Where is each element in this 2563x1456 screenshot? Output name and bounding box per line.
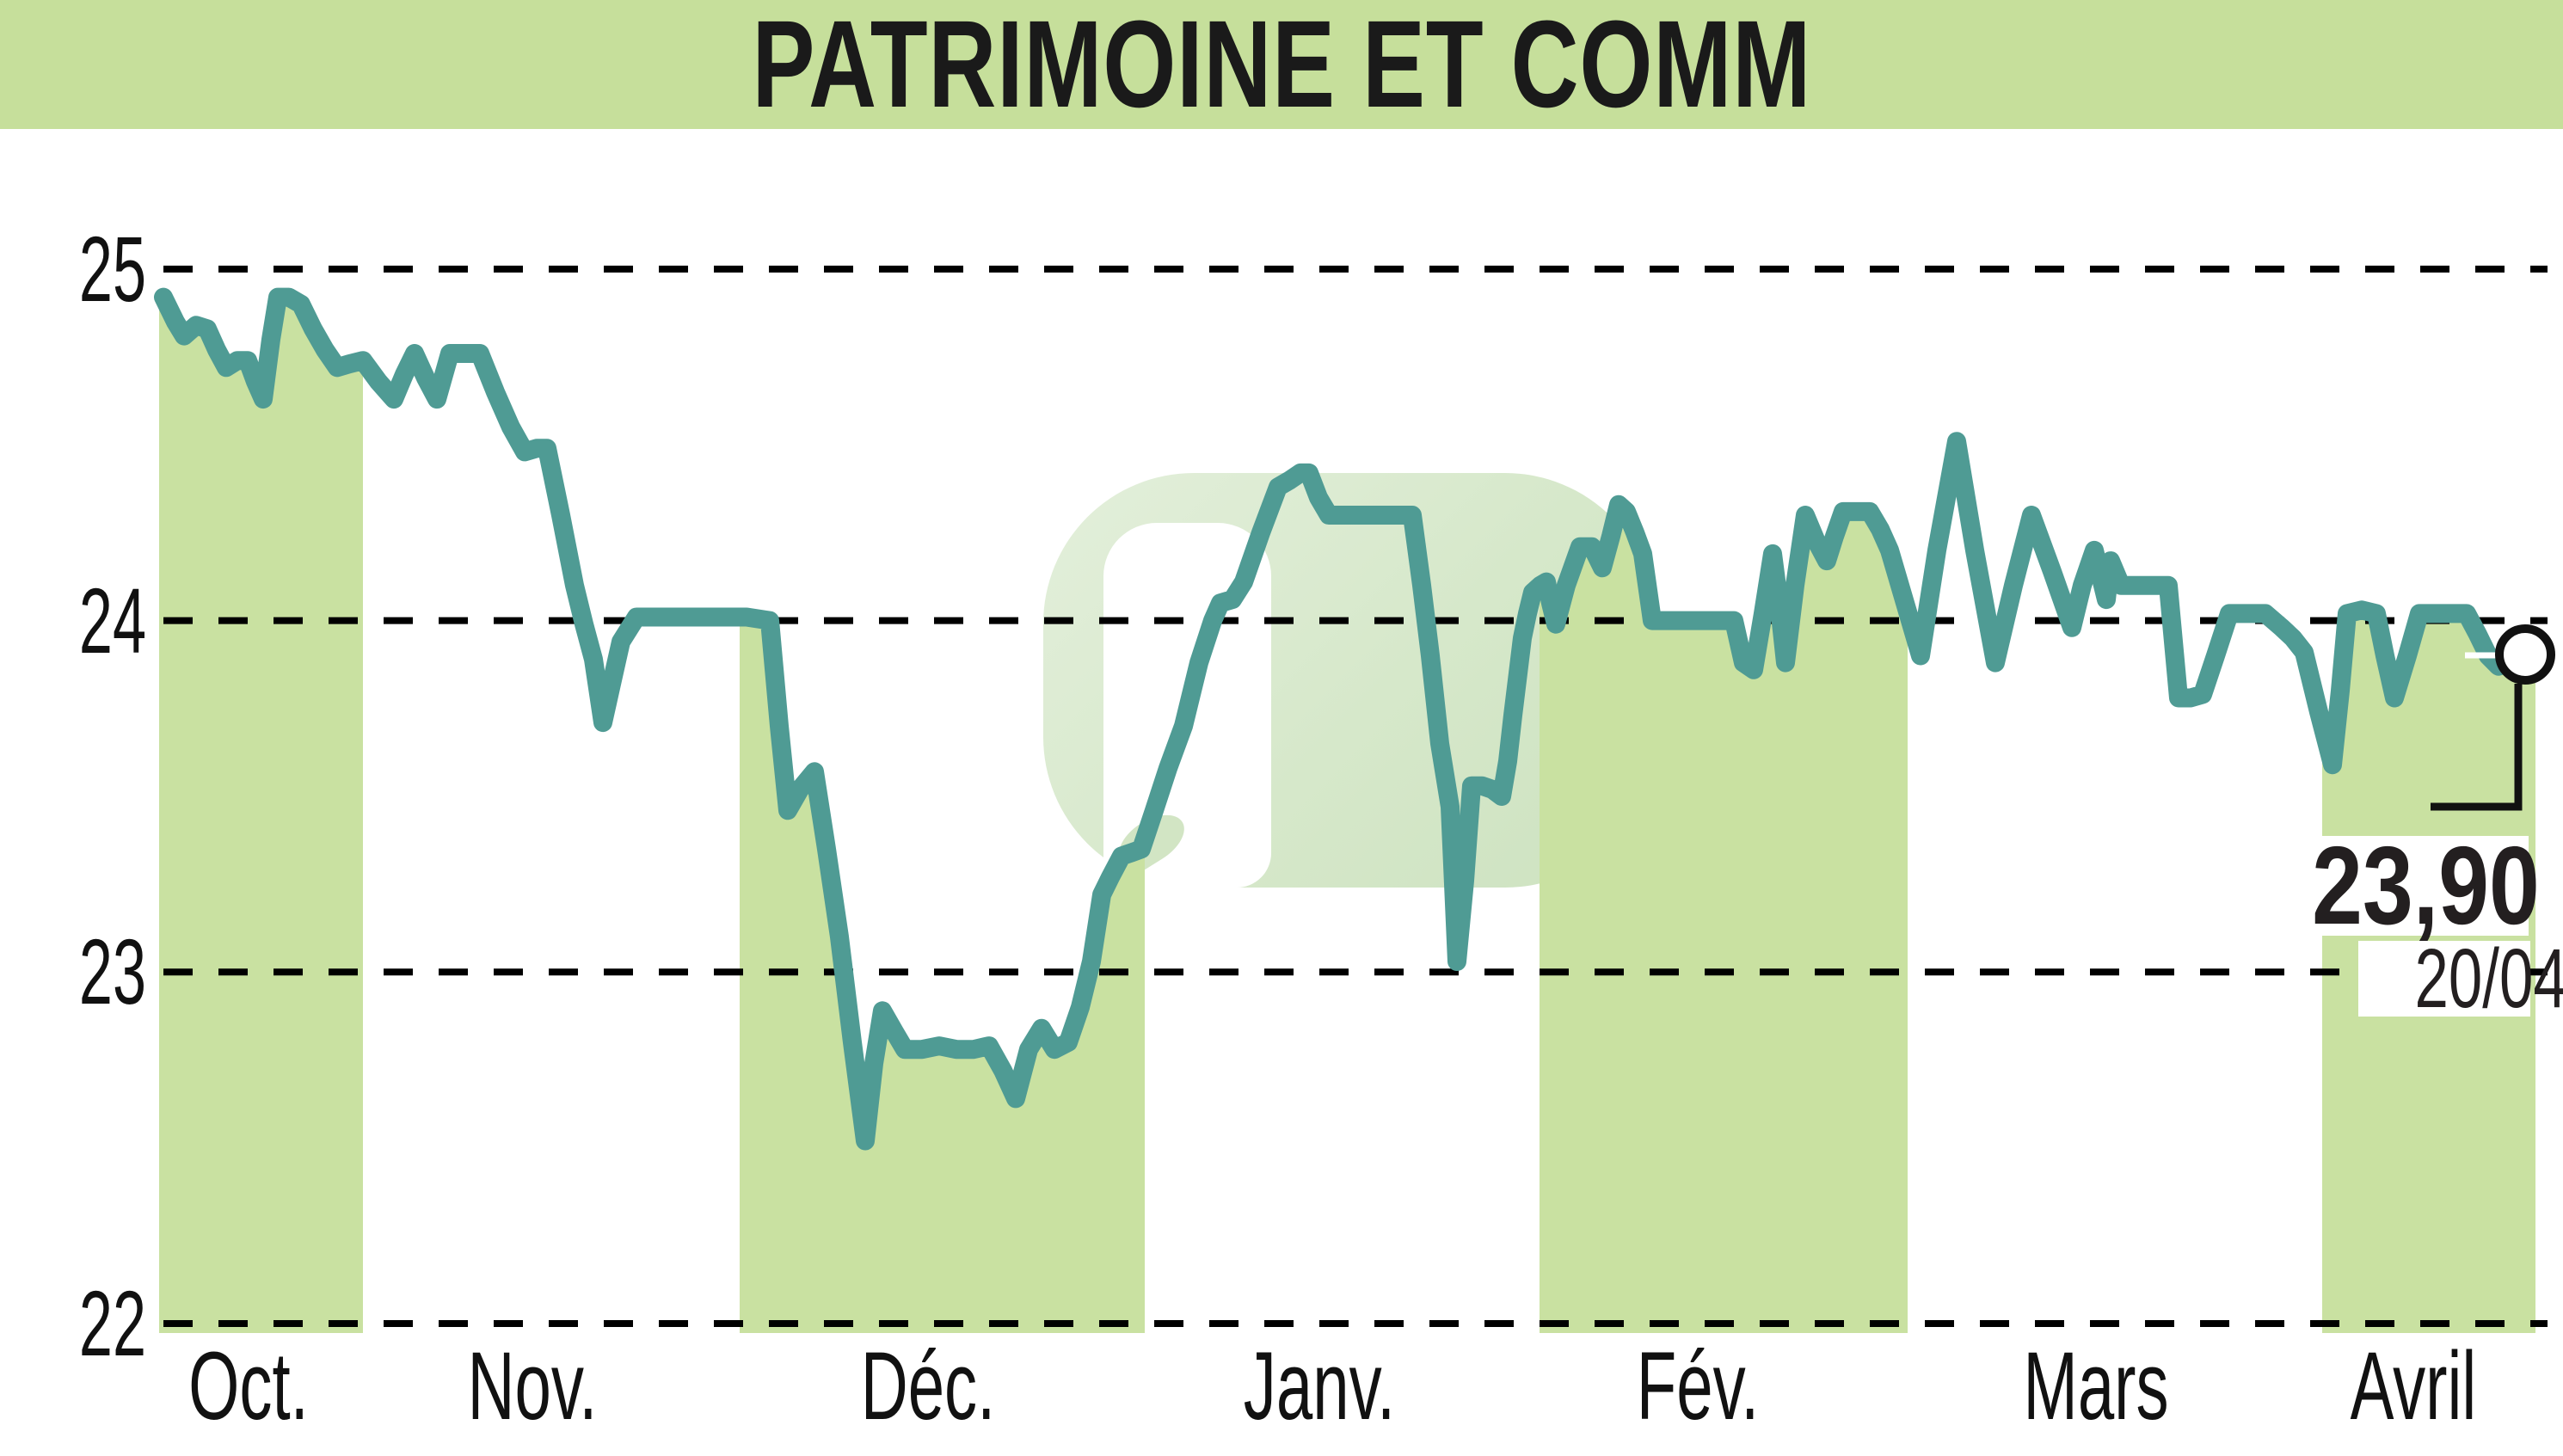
page-title: PATRIMOINE ET COMM bbox=[752, 0, 1811, 133]
x-axis-label-Oct: Oct. bbox=[188, 1332, 309, 1440]
callout-line bbox=[2431, 684, 2523, 811]
last-price-label: 23,90 bbox=[2262, 831, 2540, 942]
y-axis-label-22: 22 bbox=[78, 1271, 146, 1375]
y-axis-label-23: 23 bbox=[78, 919, 146, 1023]
shaded-month-band bbox=[740, 617, 1145, 1333]
last-date-value: 20/04 bbox=[2414, 931, 2563, 1025]
x-axis-label-Mars: Mars bbox=[2023, 1332, 2169, 1440]
x-axis-label-Déc: Déc. bbox=[860, 1332, 996, 1440]
x-axis-label-Avril: Avril bbox=[2350, 1332, 2477, 1440]
y-axis-label-25: 25 bbox=[78, 217, 146, 321]
shaded-month-band bbox=[159, 297, 363, 1334]
x-axis-label-Janv: Janv. bbox=[1243, 1332, 1396, 1440]
y-axis-label-24: 24 bbox=[78, 568, 146, 673]
x-axis-label-Fév: Fév. bbox=[1636, 1332, 1760, 1440]
x-axis-label-Nov: Nov. bbox=[467, 1332, 598, 1440]
last-point-marker bbox=[2495, 624, 2555, 685]
app-header: PATRIMOINE ET COMM bbox=[0, 0, 2563, 133]
last-price-value: 23,90 bbox=[2312, 824, 2540, 948]
shaded-month-band bbox=[1540, 504, 1908, 1333]
price-line bbox=[154, 287, 2535, 1151]
last-date-label: 20/04 bbox=[2358, 937, 2563, 1020]
